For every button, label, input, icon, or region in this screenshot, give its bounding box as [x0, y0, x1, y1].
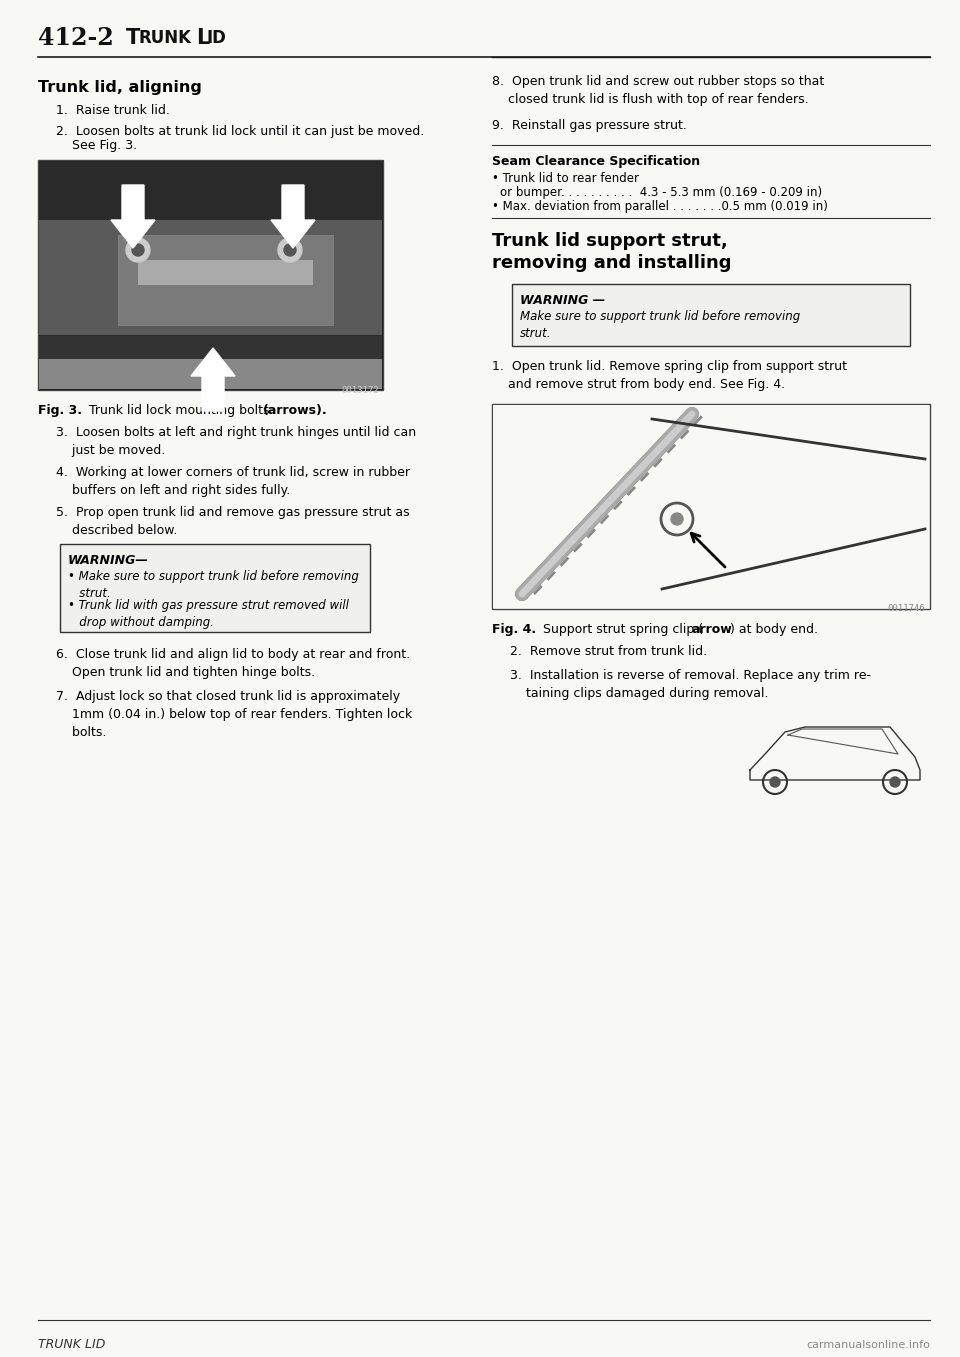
- Text: 0011746: 0011746: [887, 604, 925, 613]
- Circle shape: [126, 237, 150, 262]
- Text: 2.  Loosen bolts at trunk lid lock until it can just be moved.: 2. Loosen bolts at trunk lid lock until …: [56, 125, 424, 138]
- Circle shape: [132, 244, 144, 256]
- Text: 5.  Prop open trunk lid and remove gas pressure strut as
    described below.: 5. Prop open trunk lid and remove gas pr…: [56, 506, 410, 537]
- Circle shape: [770, 778, 780, 787]
- Text: • Trunk lid to rear fender: • Trunk lid to rear fender: [492, 172, 639, 185]
- Text: (arrows).: (arrows).: [263, 404, 327, 417]
- Text: L: L: [196, 28, 209, 47]
- Text: removing and installing: removing and installing: [492, 254, 732, 271]
- Circle shape: [278, 237, 302, 262]
- Bar: [512, 284, 910, 346]
- Circle shape: [890, 778, 900, 787]
- Text: Support strut spring clip (: Support strut spring clip (: [535, 623, 703, 636]
- Text: 3.  Installation is reverse of removal. Replace any trim re-
    taining clips d: 3. Installation is reverse of removal. R…: [510, 669, 871, 700]
- Text: • Max. deviation from parallel . . . . . . .0.5 mm (0.019 in): • Max. deviation from parallel . . . . .…: [492, 199, 828, 213]
- Bar: [39, 220, 382, 335]
- Text: 6.  Close trunk lid and align lid to body at rear and front.
    Open trunk lid : 6. Close trunk lid and align lid to body…: [56, 649, 410, 678]
- Text: WARNING —: WARNING —: [520, 294, 605, 307]
- Text: Trunk lid lock mounting bolts: Trunk lid lock mounting bolts: [81, 404, 274, 417]
- Text: T: T: [126, 28, 140, 47]
- Text: or bumper. . . . . . . . . .  4.3 - 5.3 mm (0.169 - 0.209 in): or bumper. . . . . . . . . . 4.3 - 5.3 m…: [500, 186, 822, 199]
- Text: TRUNK LID: TRUNK LID: [38, 1338, 106, 1352]
- Text: 8.  Open trunk lid and screw out rubber stops so that
    closed trunk lid is fl: 8. Open trunk lid and screw out rubber s…: [492, 75, 825, 106]
- Bar: [492, 404, 930, 609]
- Circle shape: [671, 513, 683, 525]
- Text: Trunk lid support strut,: Trunk lid support strut,: [492, 232, 728, 250]
- Text: 3.  Loosen bolts at left and right trunk hinges until lid can
    just be moved.: 3. Loosen bolts at left and right trunk …: [56, 426, 416, 457]
- Text: 9.  Reinstall gas pressure strut.: 9. Reinstall gas pressure strut.: [492, 119, 686, 132]
- Circle shape: [284, 244, 296, 256]
- Polygon shape: [111, 185, 155, 248]
- Text: 0013172: 0013172: [342, 385, 379, 395]
- Text: • Trunk lid with gas pressure strut removed will
   drop without damping.: • Trunk lid with gas pressure strut remo…: [68, 598, 348, 630]
- Text: • Make sure to support trunk lid before removing
   strut.: • Make sure to support trunk lid before …: [68, 570, 359, 600]
- Text: ) at body end.: ) at body end.: [730, 623, 818, 636]
- Text: 1.  Raise trunk lid.: 1. Raise trunk lid.: [56, 104, 170, 117]
- Text: WARNING—: WARNING—: [68, 554, 149, 567]
- Text: Trunk lid, aligning: Trunk lid, aligning: [38, 80, 202, 95]
- Bar: [493, 404, 929, 608]
- Bar: [60, 544, 370, 632]
- Text: Make sure to support trunk lid before removing
strut.: Make sure to support trunk lid before re…: [520, 309, 801, 341]
- Text: RUNK: RUNK: [138, 28, 191, 47]
- Polygon shape: [191, 347, 235, 411]
- Text: Fig. 3.: Fig. 3.: [38, 404, 82, 417]
- Bar: [38, 160, 383, 389]
- Text: ID: ID: [207, 28, 227, 47]
- Text: 412-2: 412-2: [38, 26, 113, 50]
- Text: carmanualsonline.info: carmanualsonline.info: [806, 1339, 930, 1350]
- Text: arrow: arrow: [692, 623, 732, 636]
- Bar: [118, 235, 333, 324]
- Text: 2.  Remove strut from trunk lid.: 2. Remove strut from trunk lid.: [510, 645, 708, 658]
- Bar: [39, 360, 382, 389]
- Bar: [39, 337, 382, 389]
- Text: Fig. 4.: Fig. 4.: [492, 623, 536, 636]
- Text: 7.  Adjust lock so that closed trunk lid is approximately
    1mm (0.04 in.) bel: 7. Adjust lock so that closed trunk lid …: [56, 689, 412, 740]
- Bar: [138, 261, 313, 285]
- Text: Seam Clearance Specification: Seam Clearance Specification: [492, 155, 700, 168]
- Text: See Fig. 3.: See Fig. 3.: [72, 138, 137, 152]
- Polygon shape: [271, 185, 315, 248]
- Bar: [39, 161, 382, 389]
- Text: 1.  Open trunk lid. Remove spring clip from support strut
    and remove strut f: 1. Open trunk lid. Remove spring clip fr…: [492, 360, 847, 391]
- Text: 4.  Working at lower corners of trunk lid, screw in rubber
    buffers on left a: 4. Working at lower corners of trunk lid…: [56, 465, 410, 497]
